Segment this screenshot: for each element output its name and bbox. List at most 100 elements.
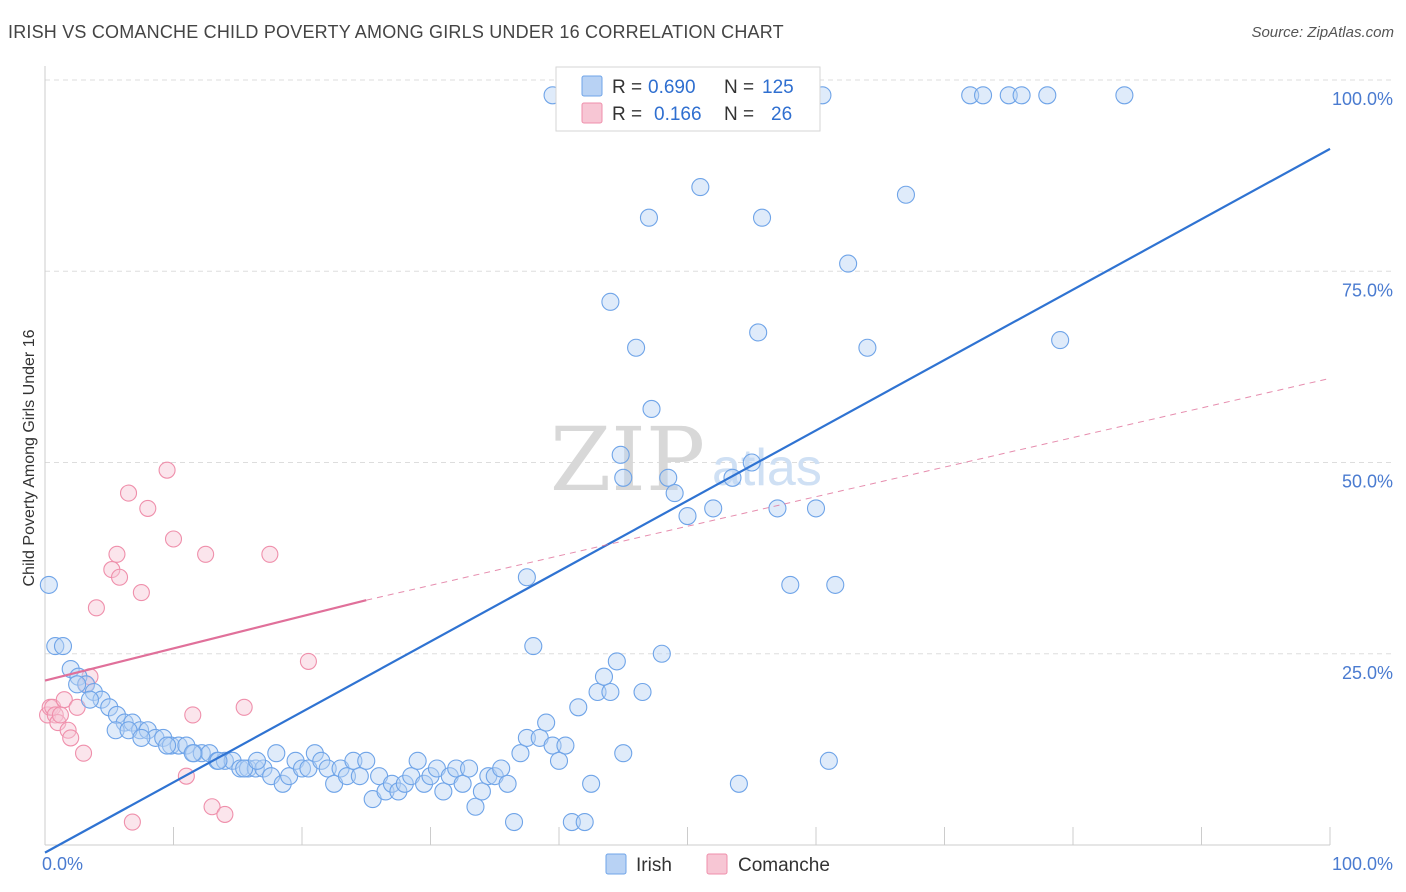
irish-point-99 [627, 338, 646, 357]
irish-point-122 [961, 86, 980, 105]
comanche-point-19 [132, 583, 150, 602]
irish-point-58 [382, 774, 402, 793]
irish-r-label: R = [612, 77, 642, 98]
irish-point-75 [492, 759, 511, 778]
irish-point-87 [562, 812, 581, 832]
irish-point-78 [511, 744, 530, 763]
comanche-n-label: N = [724, 104, 754, 125]
irish-point-46 [305, 744, 324, 763]
irish-point-70 [459, 759, 479, 778]
y-axis-title: Child Poverty Among Girls Under 16 [21, 329, 38, 586]
irish-point-77 [504, 812, 524, 832]
comanche-points [39, 461, 317, 831]
irish-point-115 [781, 575, 800, 594]
comanche-point-15 [108, 545, 126, 563]
irish-point-125 [1012, 86, 1031, 105]
irish-point-110 [729, 774, 748, 793]
comanche-point-24 [184, 706, 202, 724]
irish-point-63 [415, 774, 434, 793]
irish-r-value: 0.690 [648, 77, 696, 98]
irish-point-8 [100, 698, 119, 717]
y-tick-label-1: 50.0% [1342, 472, 1393, 492]
irish-point-124 [999, 86, 1018, 105]
irish-point-101 [639, 208, 659, 227]
comanche-point-6 [55, 691, 73, 709]
y-tick-labels: 25.0% 50.0% 75.0% 100.0% [1332, 89, 1393, 683]
irish-legend-swatch [581, 75, 603, 97]
irish-point-47 [312, 751, 331, 770]
irish-point-37 [209, 751, 228, 770]
irish-point-51 [337, 767, 357, 786]
grid [45, 79, 1392, 655]
irish-point-85 [549, 751, 569, 770]
irish-point-82 [517, 568, 536, 587]
irish-series-label: Irish [636, 855, 672, 876]
comanche-point-18 [123, 813, 141, 831]
comanche-point-30 [299, 652, 317, 670]
irish-point-105 [665, 484, 684, 503]
irish-point-59 [389, 782, 408, 801]
comanche-point-26 [203, 798, 221, 816]
axes [44, 66, 1331, 846]
irish-point-68 [447, 759, 466, 778]
irish-point-36 [183, 744, 202, 763]
irish-point-60 [395, 774, 414, 793]
irish-point-84 [543, 736, 562, 755]
irish-point-35 [158, 736, 177, 755]
irish-point-89 [575, 812, 594, 832]
irish-point-96 [601, 292, 620, 311]
source-label: Source: ZipAtlas.com [1251, 24, 1394, 41]
comanche-point-27 [216, 805, 234, 823]
irish-point-39 [247, 751, 267, 770]
irish-point-88 [569, 698, 588, 717]
irish-point-48 [318, 759, 337, 778]
comanche-point-9 [68, 698, 86, 716]
comanche-point-22 [164, 530, 183, 548]
irish-point-9 [107, 705, 127, 725]
irish-point-62 [408, 751, 427, 770]
x-tick-label-0: 0.0% [42, 854, 83, 874]
irish-point-64 [421, 767, 440, 786]
irish-point-34 [132, 728, 151, 747]
irish-point-95 [614, 744, 633, 763]
irish-point-112 [749, 323, 768, 342]
irish-point-127 [1051, 331, 1070, 350]
irish-point-32 [106, 721, 125, 740]
irish-point-54 [357, 751, 376, 770]
irish-point-93 [601, 682, 620, 702]
series-legend: Irish Comanche [605, 853, 830, 876]
irish-point-97 [611, 445, 630, 464]
irish-point-0 [39, 575, 58, 594]
irish-point-104 [659, 468, 678, 487]
irish-point-107 [691, 178, 710, 197]
irish-point-90 [582, 774, 601, 793]
irish-point-102 [642, 399, 661, 419]
irish-point-71 [466, 797, 485, 816]
irish-point-128 [1115, 86, 1134, 105]
comanche-point-28 [235, 698, 253, 716]
comanche-point-13 [87, 599, 105, 617]
irish-point-83 [537, 713, 556, 732]
irish-point-31 [80, 690, 100, 709]
comanche-point-25 [197, 545, 215, 563]
comanche-r-label: R = [612, 104, 642, 125]
comanche-legend-swatch [581, 102, 603, 124]
comanche-trend-line [44, 599, 367, 682]
irish-point-69 [453, 774, 472, 793]
irish-point-100 [633, 682, 652, 702]
y-tick-label-3: 100.0% [1332, 89, 1393, 109]
comanche-point-5 [51, 706, 69, 724]
irish-point-116 [806, 499, 826, 518]
irish-point-2 [53, 637, 73, 656]
chart-title: IRISH VS COMANCHE CHILD POVERTY AMONG GI… [8, 22, 784, 42]
irish-point-119 [839, 254, 858, 273]
irish-point-57 [376, 782, 395, 801]
stats-legend: R = 0.690 N = 125 R = 0.166 N = 26 [555, 66, 821, 132]
irish-point-120 [858, 338, 877, 357]
comanche-r-value: 0.166 [654, 104, 702, 125]
irish-point-80 [524, 637, 543, 656]
irish-point-108 [704, 499, 723, 518]
irish-point-13 [138, 721, 157, 740]
irish-point-123 [973, 86, 993, 105]
irish-point-66 [434, 782, 453, 801]
